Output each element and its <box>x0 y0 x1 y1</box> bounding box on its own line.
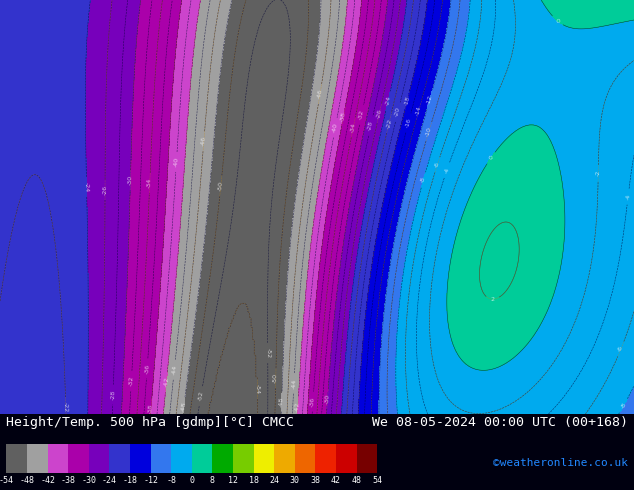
Text: -36: -36 <box>145 363 150 373</box>
Text: -4: -4 <box>443 167 450 174</box>
Text: -42: -42 <box>164 377 169 388</box>
Bar <box>6 444 27 473</box>
Text: -42: -42 <box>295 402 301 413</box>
Text: -28: -28 <box>367 121 374 131</box>
Bar <box>110 444 130 473</box>
Bar <box>48 444 68 473</box>
Text: -46: -46 <box>201 136 207 147</box>
Bar <box>295 444 316 473</box>
Text: -24: -24 <box>384 96 392 107</box>
Text: 54: 54 <box>372 476 382 485</box>
Bar <box>254 444 274 473</box>
Text: -16: -16 <box>404 118 412 128</box>
Text: 18: 18 <box>249 476 259 485</box>
Text: -44: -44 <box>291 378 297 389</box>
Bar <box>89 444 110 473</box>
Text: -12: -12 <box>143 476 158 485</box>
Text: -48: -48 <box>181 402 187 413</box>
Text: -18: -18 <box>403 96 411 106</box>
Text: -44: -44 <box>171 365 178 375</box>
Text: 8: 8 <box>210 476 215 485</box>
Bar <box>316 444 336 473</box>
Text: -42: -42 <box>40 476 55 485</box>
Text: 12: 12 <box>228 476 238 485</box>
Text: 2: 2 <box>491 296 495 302</box>
Text: -14: -14 <box>415 105 422 116</box>
Bar <box>336 444 356 473</box>
Text: -8: -8 <box>620 402 627 410</box>
Text: 0: 0 <box>554 18 560 24</box>
Bar <box>171 444 191 473</box>
Text: -30: -30 <box>81 476 96 485</box>
Bar <box>233 444 254 473</box>
Text: -8: -8 <box>166 476 176 485</box>
Text: -50: -50 <box>218 180 224 191</box>
Bar <box>356 444 377 473</box>
Text: -8: -8 <box>420 176 427 184</box>
Bar <box>274 444 295 473</box>
Text: -32: -32 <box>129 375 134 386</box>
Text: -24: -24 <box>84 182 89 192</box>
Text: -26: -26 <box>103 185 108 195</box>
Bar <box>130 444 150 473</box>
Text: -28: -28 <box>110 390 116 400</box>
Text: -34: -34 <box>147 177 153 188</box>
Bar <box>191 444 212 473</box>
Text: -30: -30 <box>325 393 330 404</box>
Text: -40: -40 <box>332 122 339 133</box>
Text: 24: 24 <box>269 476 279 485</box>
Text: Height/Temp. 500 hPa [gdmp][°C] CMCC: Height/Temp. 500 hPa [gdmp][°C] CMCC <box>6 416 294 429</box>
Text: -48: -48 <box>20 476 34 485</box>
Text: -6: -6 <box>434 161 441 169</box>
Text: -22: -22 <box>63 402 68 412</box>
Text: -2: -2 <box>596 170 601 176</box>
Text: -54: -54 <box>255 384 260 394</box>
Text: We 08-05-2024 00:00 UTC (00+168): We 08-05-2024 00:00 UTC (00+168) <box>372 416 628 429</box>
Text: 30: 30 <box>290 476 300 485</box>
Text: -54: -54 <box>0 476 14 485</box>
Bar <box>151 444 171 473</box>
Text: -24: -24 <box>102 476 117 485</box>
Text: -22: -22 <box>385 118 392 129</box>
Text: -52: -52 <box>198 391 204 401</box>
Text: -36: -36 <box>310 396 316 407</box>
Text: 0: 0 <box>190 476 194 485</box>
Text: -34: -34 <box>350 122 357 133</box>
Text: -38: -38 <box>340 111 347 122</box>
Text: -46: -46 <box>317 89 323 99</box>
Text: -38: -38 <box>61 476 75 485</box>
Text: 48: 48 <box>352 476 361 485</box>
Text: -38: -38 <box>148 403 154 414</box>
Text: 0: 0 <box>488 155 494 161</box>
Text: -50: -50 <box>273 373 278 383</box>
Bar <box>27 444 48 473</box>
Text: -20: -20 <box>394 107 401 118</box>
Bar <box>212 444 233 473</box>
Text: 42: 42 <box>331 476 341 485</box>
Text: ©weatheronline.co.uk: ©weatheronline.co.uk <box>493 458 628 468</box>
Text: -6: -6 <box>618 345 624 353</box>
Text: -30: -30 <box>128 175 133 185</box>
Text: -12: -12 <box>426 94 434 105</box>
Text: -26: -26 <box>376 108 383 119</box>
Text: -4: -4 <box>625 193 631 200</box>
Text: -52: -52 <box>265 348 270 358</box>
Bar <box>68 444 89 473</box>
Text: 38: 38 <box>311 476 320 485</box>
Text: -32: -32 <box>358 109 365 121</box>
Text: -18: -18 <box>122 476 138 485</box>
Text: -48: -48 <box>279 396 285 407</box>
Text: -40: -40 <box>174 157 179 167</box>
Text: -10: -10 <box>425 126 432 137</box>
